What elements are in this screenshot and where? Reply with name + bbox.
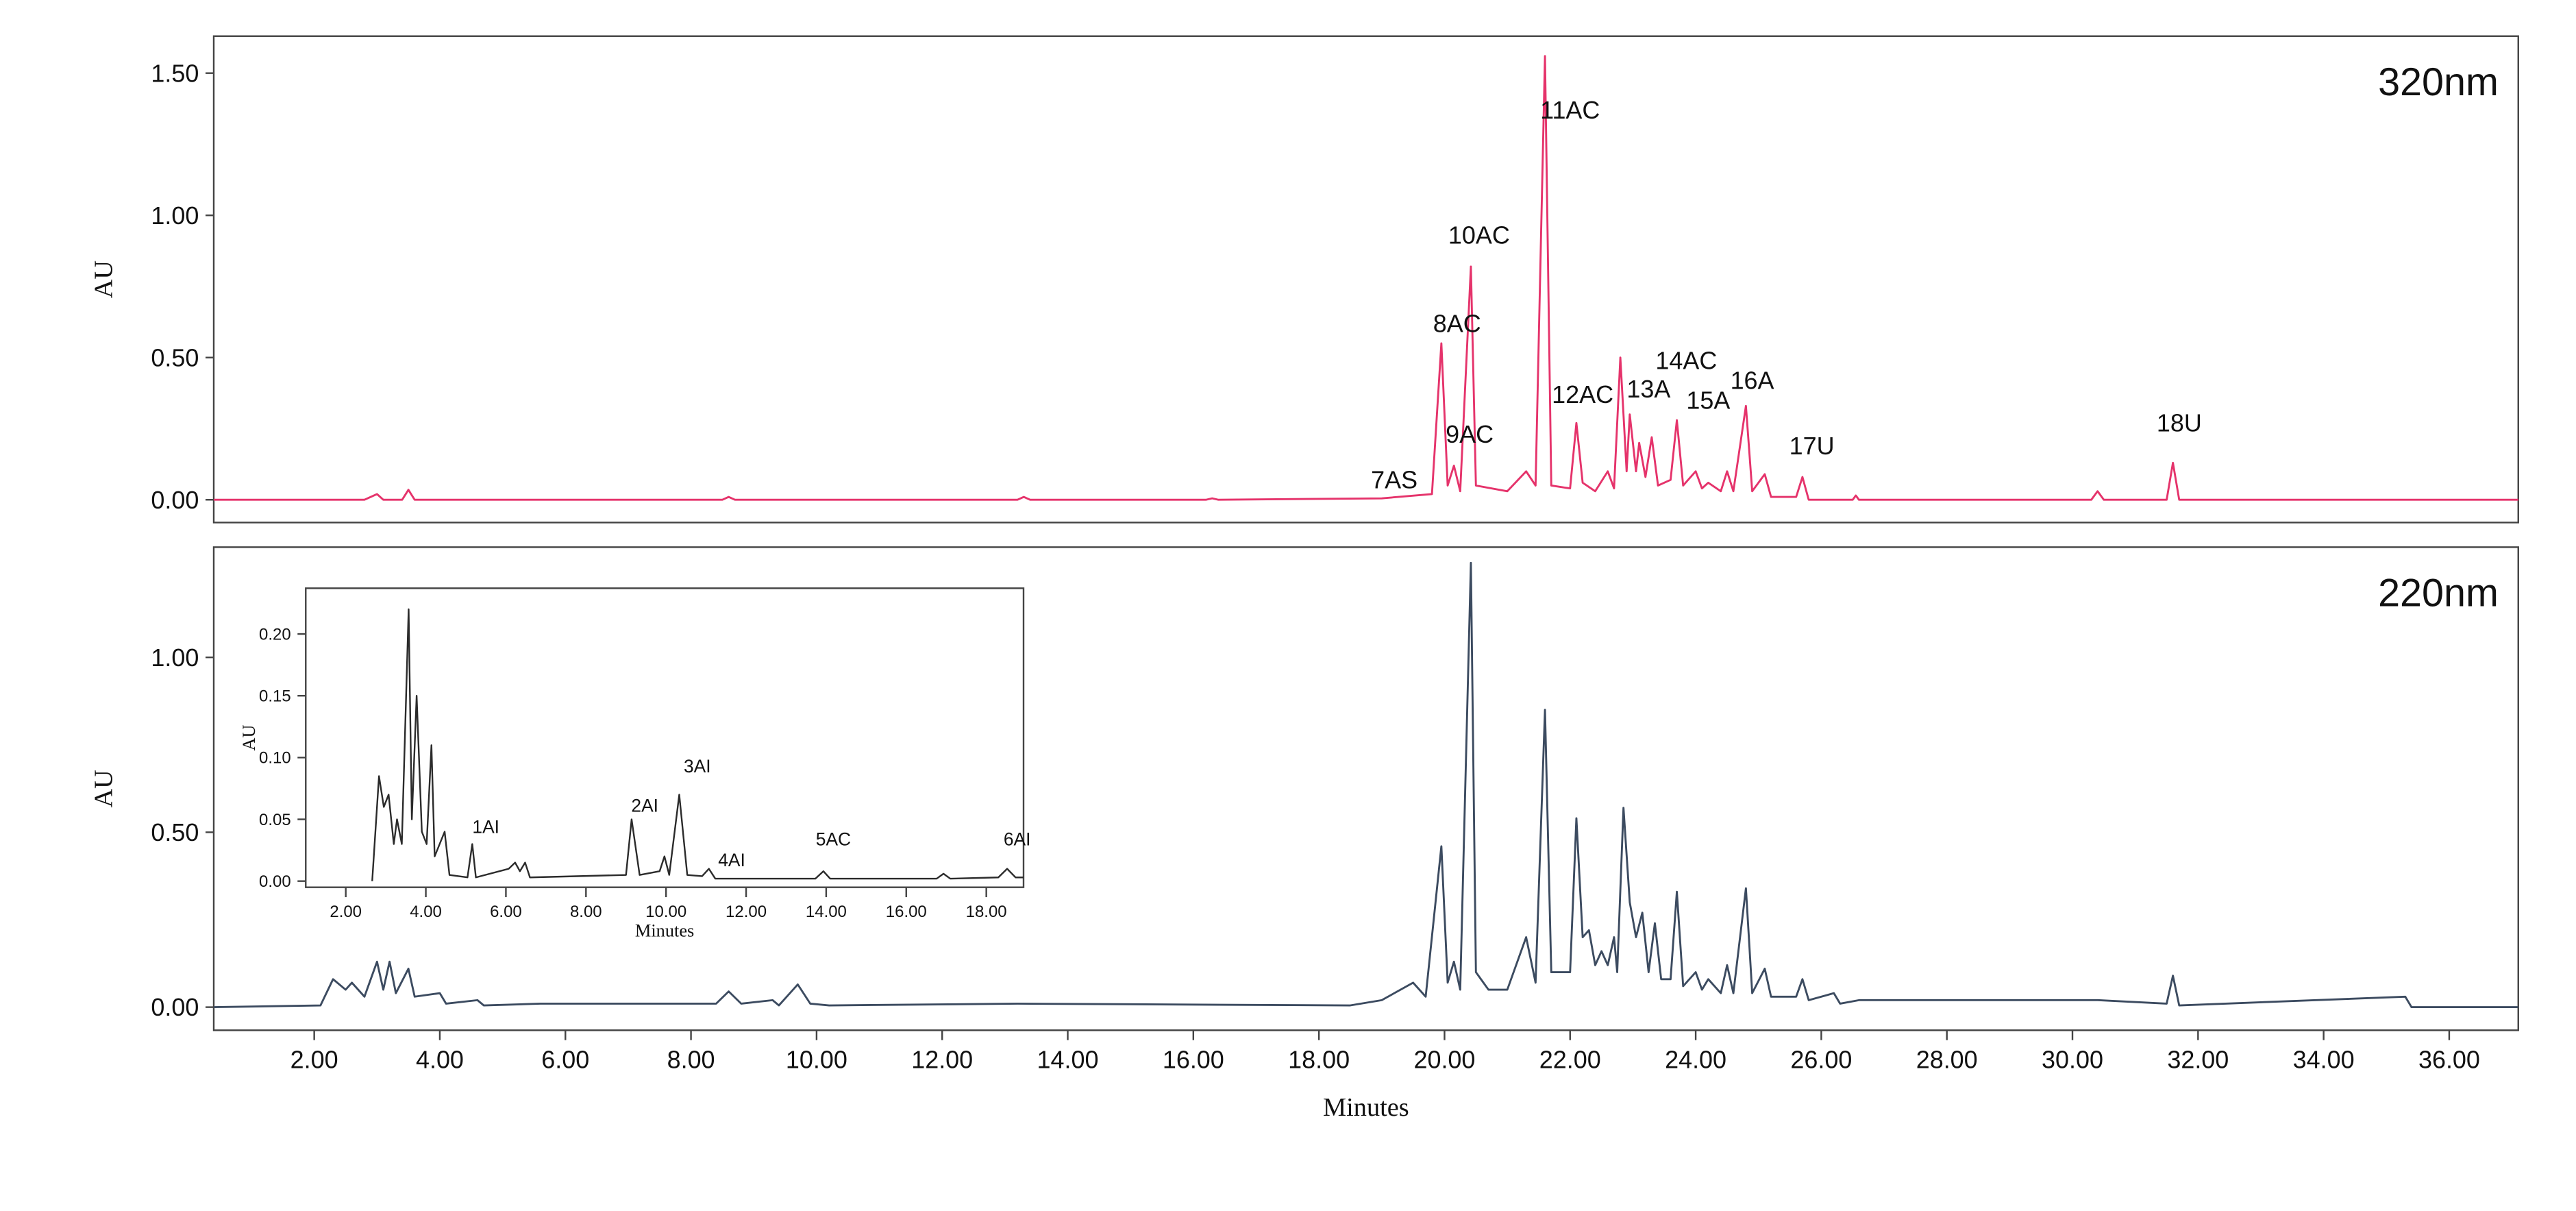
peak-label: 13A	[1626, 375, 1670, 403]
x-tick-label: 16.00	[886, 903, 927, 921]
x-tick-label: 14.00	[806, 903, 847, 921]
x-tick-label: 6.00	[541, 1045, 589, 1073]
wavelength-label: 220nm	[2378, 572, 2499, 615]
peak-label: 16A	[1731, 366, 1774, 394]
x-tick-label: 22.00	[1539, 1045, 1601, 1073]
x-tick-label: 2.00	[290, 1045, 338, 1073]
peak-label: 5AC	[816, 829, 851, 849]
peak-label: 9AC	[1446, 420, 1494, 448]
peak-label: 14AC	[1655, 346, 1717, 374]
peak-label: 7AS	[1371, 466, 1417, 494]
x-tick-label: 20.00	[1413, 1045, 1475, 1073]
x-tick-label: 18.00	[1288, 1045, 1350, 1073]
y-tick-label: 0.20	[259, 625, 291, 644]
y-tick-label: 0.50	[151, 343, 199, 371]
x-tick-label: 12.00	[911, 1045, 973, 1073]
plot-frame	[212, 35, 2519, 524]
x-tick-label: 36.00	[2418, 1045, 2480, 1073]
x-tick-label: 12.00	[726, 903, 767, 921]
x-axis-label: Minutes	[635, 921, 694, 941]
peak-label: 12AC	[1552, 380, 1613, 408]
x-tick-label: 34.00	[2293, 1045, 2355, 1073]
trace	[213, 561, 2518, 1009]
x-tick-label: 28.00	[1916, 1045, 1978, 1073]
y-tick-label: 0.00	[151, 486, 199, 514]
y-tick-label: 0.00	[151, 993, 199, 1021]
peak-label: 2AI	[631, 796, 658, 816]
trace	[371, 608, 1024, 881]
x-tick-label: 24.00	[1665, 1045, 1726, 1073]
peak-label: 11AC	[1540, 96, 1600, 124]
x-tick-label: 14.00	[1037, 1045, 1099, 1073]
x-tick-label: 8.00	[570, 903, 602, 921]
peak-label: 8AC	[1433, 309, 1481, 337]
y-tick-label: 0.15	[259, 687, 291, 706]
x-tick-label: 4.00	[416, 1045, 464, 1073]
peak-label: 18U	[2157, 409, 2202, 437]
y-axis-label: AU	[239, 724, 259, 750]
x-tick-label: 8.00	[667, 1045, 715, 1073]
x-tick-label: 26.00	[1790, 1045, 1852, 1073]
x-tick-label: 16.00	[1163, 1045, 1224, 1073]
x-tick-label: 32.00	[2167, 1045, 2229, 1073]
inset-frame	[305, 587, 1025, 888]
y-tick-label: 0.00	[259, 872, 291, 891]
x-axis-label: Minutes	[1323, 1093, 1409, 1122]
y-tick-label: 1.50	[151, 59, 199, 87]
x-tick-label: 10.00	[786, 1045, 847, 1073]
x-tick-label: 2.00	[330, 903, 362, 921]
x-tick-label: 30.00	[2042, 1045, 2103, 1073]
peak-label: 15A	[1686, 386, 1730, 414]
peak-label: 3AI	[684, 756, 711, 776]
y-tick-label: 1.00	[151, 644, 199, 672]
x-tick-label: 4.00	[410, 903, 442, 921]
peak-label: 1AI	[472, 816, 499, 837]
y-axis-label: AU	[89, 260, 118, 298]
peak-label: 6AI	[1004, 829, 1031, 849]
y-tick-label: 1.00	[151, 201, 199, 230]
peak-label: 10AC	[1448, 221, 1510, 249]
y-tick-label: 0.05	[259, 811, 291, 829]
y-tick-label: 0.10	[259, 749, 291, 768]
wavelength-label: 320nm	[2378, 60, 2499, 104]
peak-label: 4AI	[718, 850, 745, 870]
peak-label: 17U	[1789, 432, 1835, 460]
y-axis-label: AU	[89, 770, 118, 807]
x-tick-label: 6.00	[490, 903, 522, 921]
x-tick-label: 10.00	[645, 903, 686, 921]
y-tick-label: 0.50	[151, 818, 199, 846]
trace	[213, 55, 2518, 501]
x-tick-label: 18.00	[966, 903, 1007, 921]
